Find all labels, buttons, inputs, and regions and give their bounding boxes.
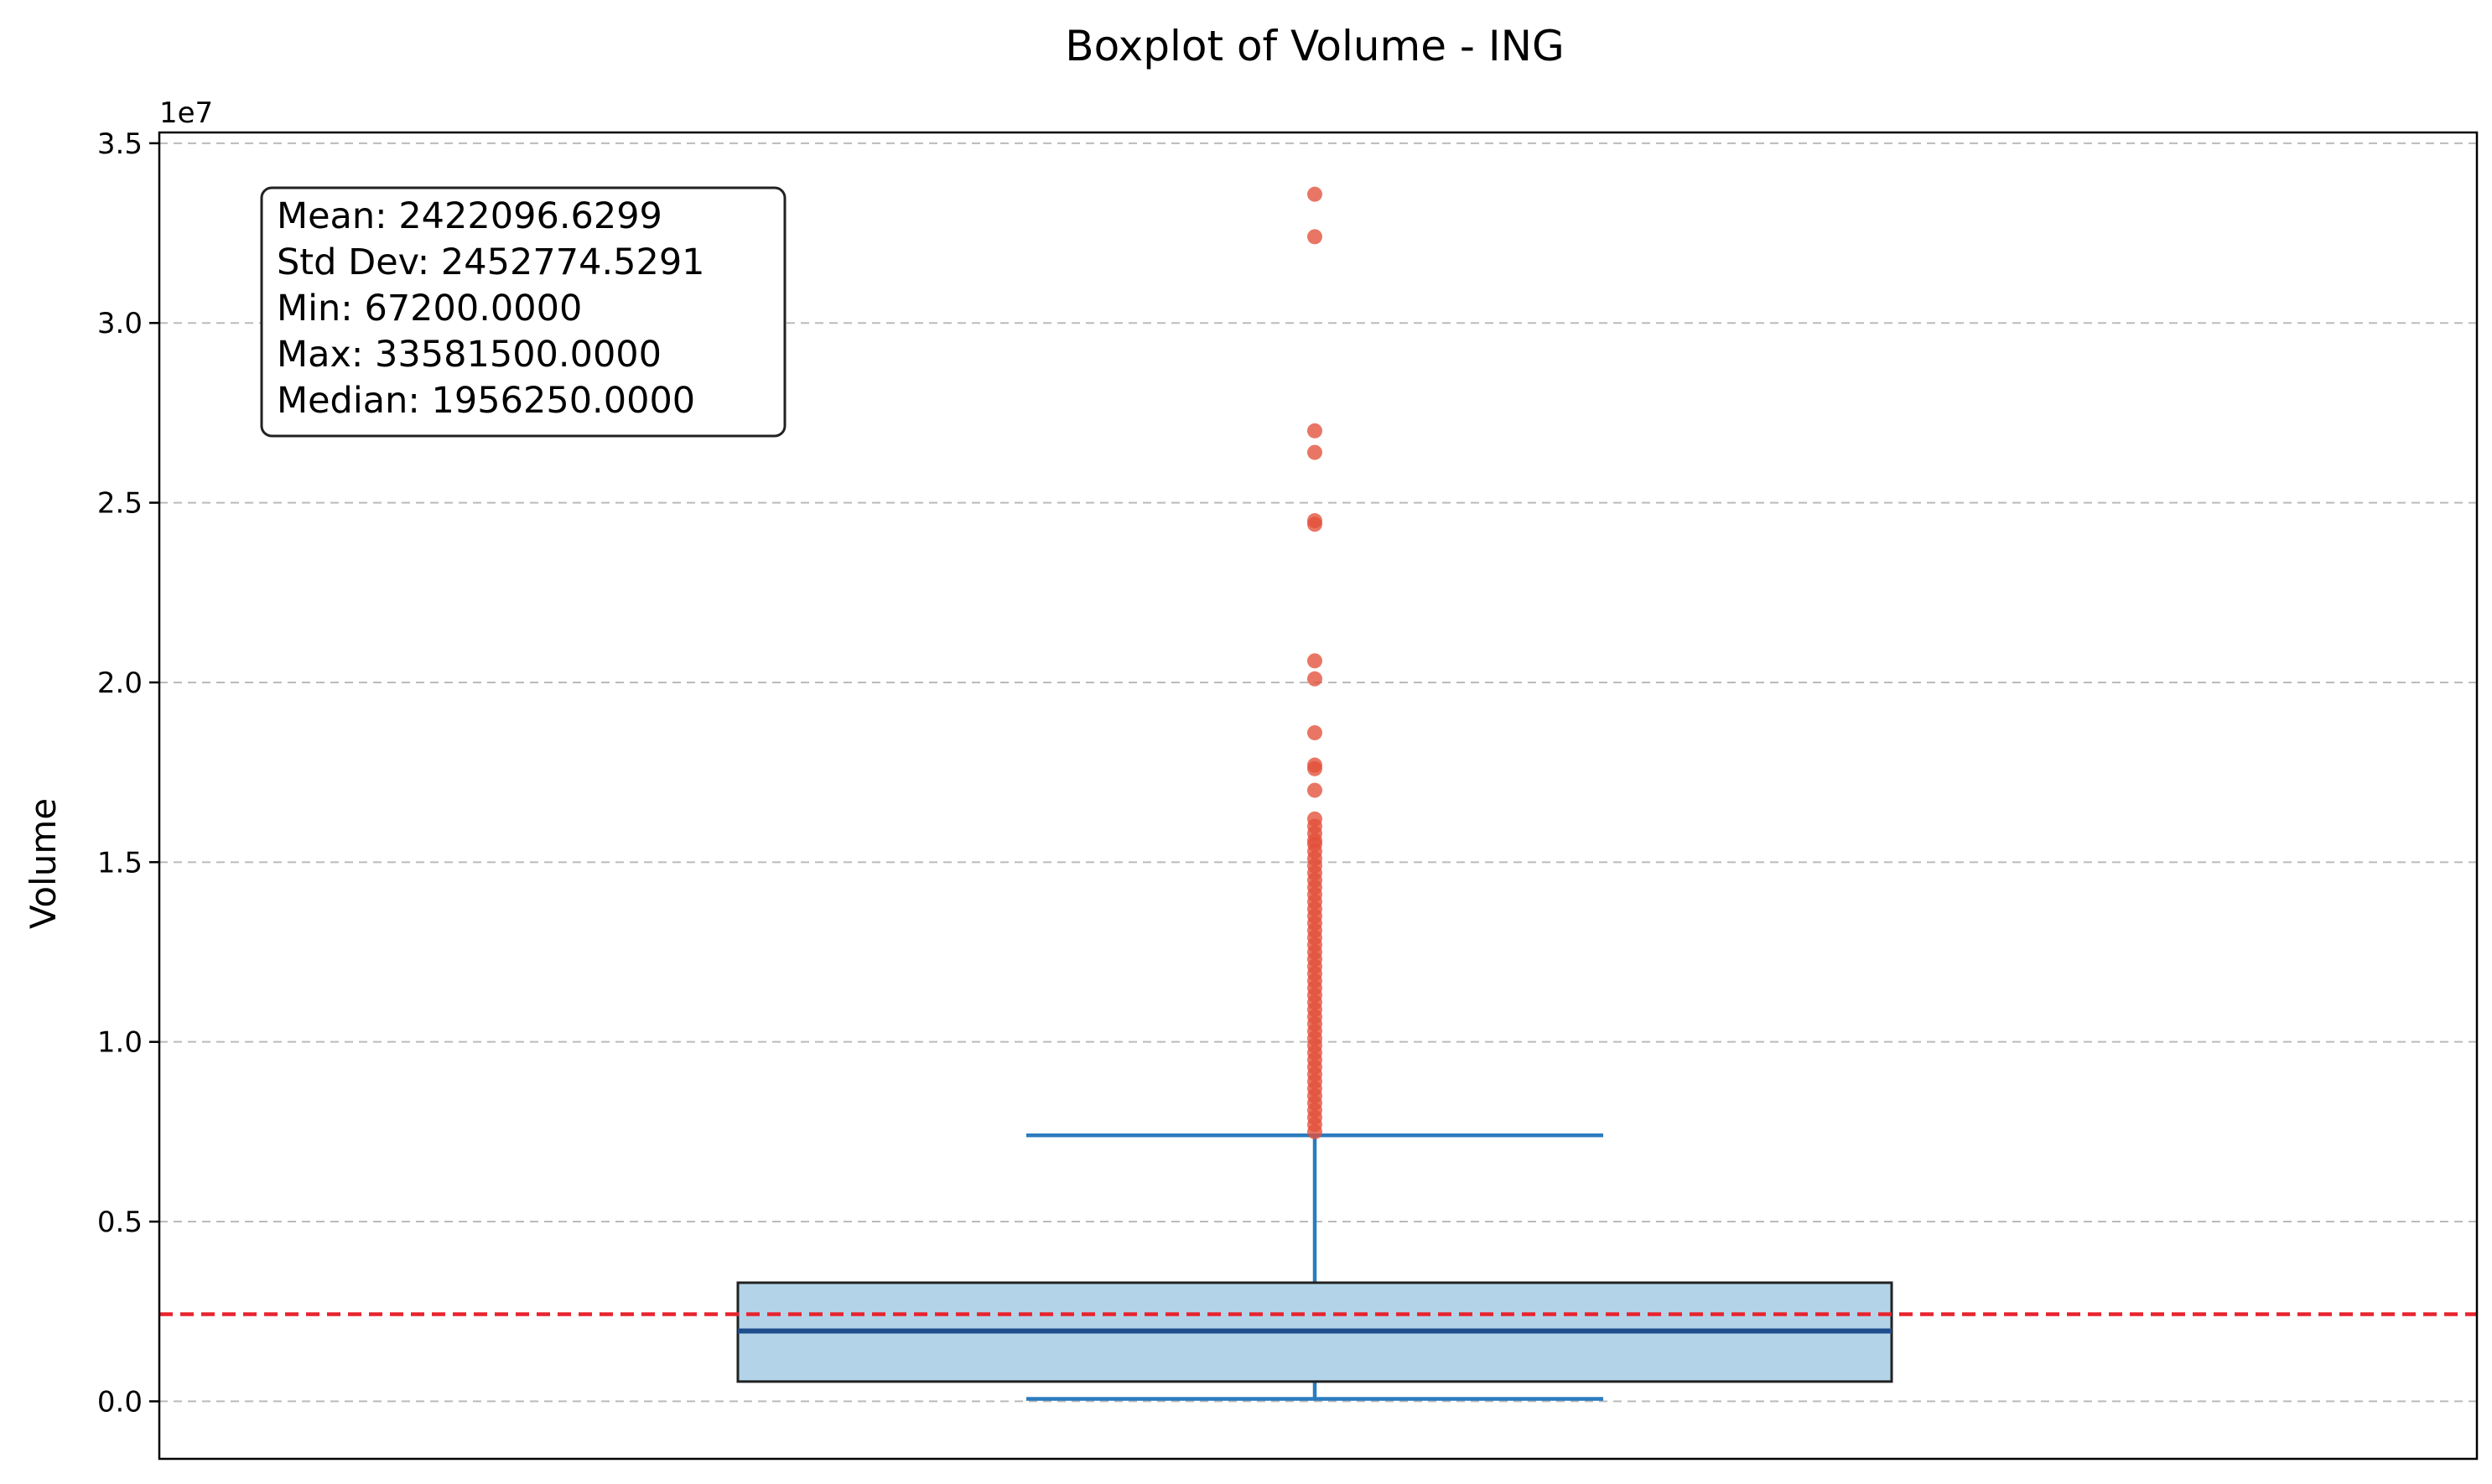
y-tick-label: 3.0 <box>97 307 143 340</box>
outlier-point <box>1307 444 1322 460</box>
outlier-point <box>1307 516 1322 532</box>
y-tick-label: 2.5 <box>97 487 143 521</box>
outlier-point <box>1307 653 1322 669</box>
outliers-group <box>159 186 2477 1316</box>
plot-frame <box>158 131 2479 1461</box>
stats-box <box>260 186 787 438</box>
stats-line-std: Std Dev: 2452774.5291 <box>277 241 705 283</box>
y-tick-label: 1.0 <box>97 1026 143 1060</box>
outlier-point <box>1307 1123 1322 1139</box>
chart-title: Boxplot of Volume - ING <box>1065 22 1564 70</box>
stats-line-median: Median: 1956250.0000 <box>277 380 695 422</box>
y-tick-label: 0.0 <box>97 1385 143 1419</box>
y-tick-label: 1.5 <box>97 846 143 880</box>
y-axis-label: Volume <box>23 798 64 929</box>
stats-annotation: Mean: 2422096.6299 Std Dev: 2452774.5291… <box>260 186 787 438</box>
y-tick-label: 0.5 <box>97 1206 143 1239</box>
outlier-point <box>1307 229 1322 245</box>
y-tick-label: 2.0 <box>97 667 143 700</box>
outlier-point <box>1307 671 1322 687</box>
outlier-point <box>1307 760 1322 776</box>
y-ticks: 0.0 0.5 1.0 1.5 2.0 2.5 3.0 3.5 <box>97 127 159 1419</box>
outlier-point <box>1307 423 1322 438</box>
y-tick-label: 3.5 <box>97 127 143 161</box>
outlier-point <box>1307 186 1322 202</box>
outlier-point <box>1307 782 1322 798</box>
y-axis-offset-label: 1e7 <box>159 96 213 130</box>
outlier-point <box>1307 724 1322 740</box>
stats-line-mean: Mean: 2422096.6299 <box>277 195 662 237</box>
stats-line-min: Min: 67200.0000 <box>277 288 582 329</box>
stats-line-max: Max: 33581500.0000 <box>277 334 662 376</box>
